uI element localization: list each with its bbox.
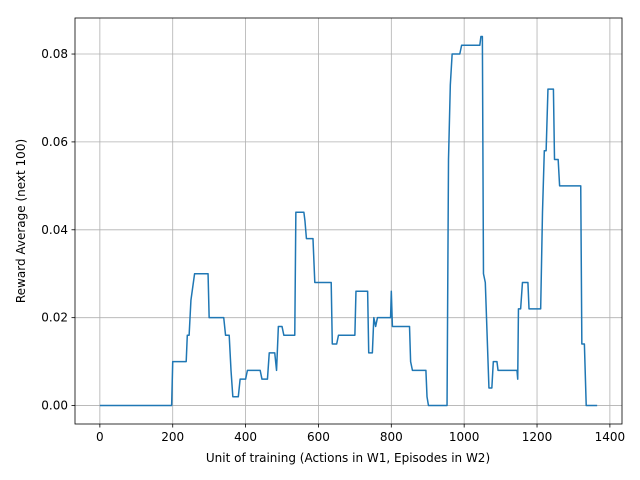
x-axis-label: Unit of training (Actions in W1, Episode… <box>206 451 490 465</box>
x-tick-label: 1400 <box>595 430 626 444</box>
y-tick-label: 0.08 <box>41 47 68 61</box>
x-tick-label: 400 <box>234 430 257 444</box>
x-tick-label: 1000 <box>449 430 480 444</box>
data-line <box>99 35 598 407</box>
plot-frame <box>74 17 623 425</box>
x-tick-label: 600 <box>307 430 330 444</box>
x-tick-label: 800 <box>380 430 403 444</box>
y-tick-label: 0.04 <box>41 223 68 237</box>
x-tick-label: 200 <box>161 430 184 444</box>
y-tick-label: 0.00 <box>41 399 68 413</box>
y-axis-label: Reward Average (next 100) <box>14 139 28 303</box>
y-tick-label: 0.02 <box>41 311 68 325</box>
y-tick-label: 0.06 <box>41 135 68 149</box>
x-tick-label: 1200 <box>522 430 553 444</box>
x-tick-label: 0 <box>96 430 104 444</box>
